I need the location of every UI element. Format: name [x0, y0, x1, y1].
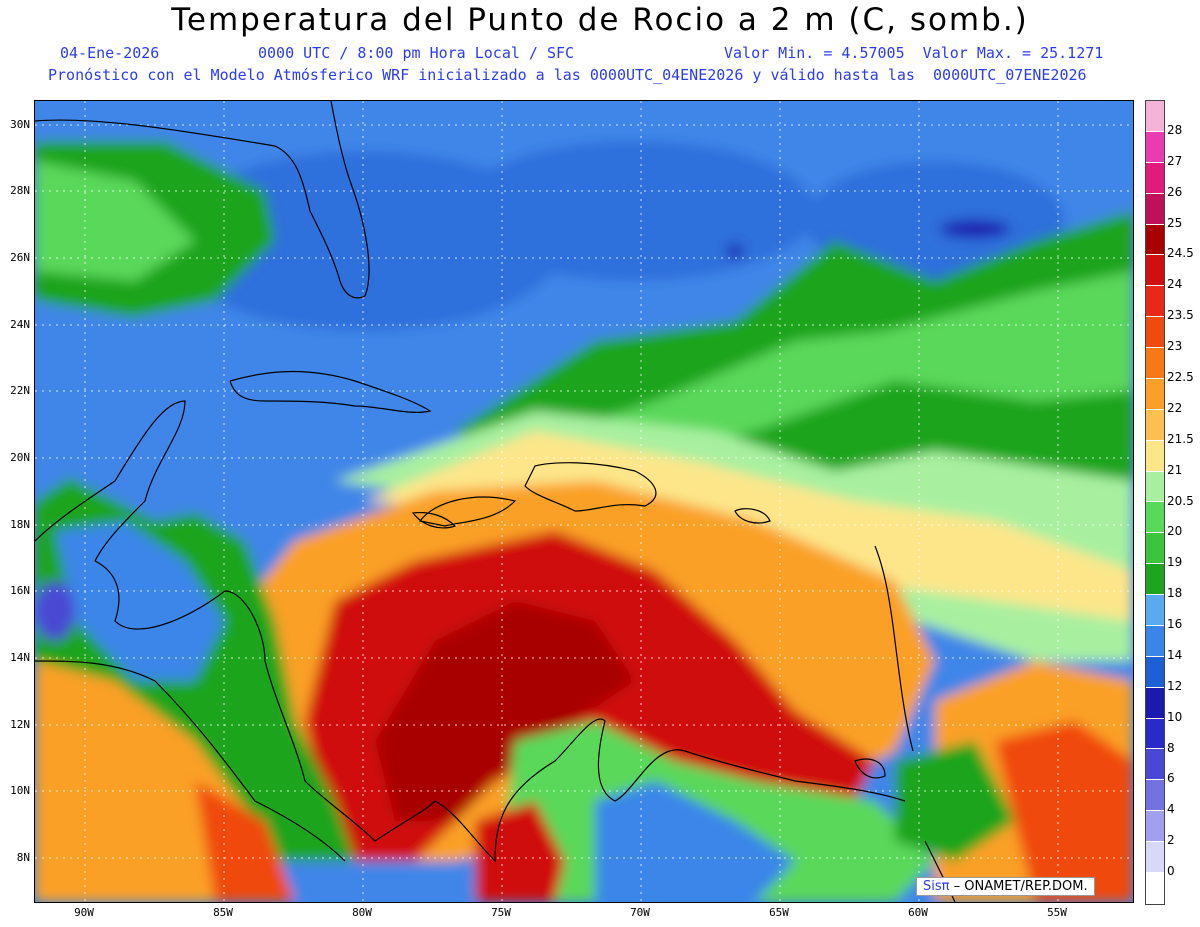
model-info: Pronóstico con el Modelo Atmósferico WRF… [48, 66, 1087, 84]
legend-swatch [1146, 131, 1164, 163]
legend-swatch [1146, 656, 1164, 688]
legend-swatch [1146, 378, 1164, 410]
legend-swatch [1146, 687, 1164, 719]
credit-brand: Sisπ [923, 879, 950, 894]
legend-swatch [1146, 564, 1164, 595]
legend-level-label: 0 [1167, 864, 1175, 879]
legend-level-label: 22 [1167, 400, 1183, 415]
color-legend [1145, 100, 1165, 905]
lon-tick-label: 90W [74, 906, 94, 919]
legend-swatch [1146, 749, 1164, 781]
lon-tick-label: 85W [213, 906, 233, 919]
lon-tick-label: 70W [630, 906, 650, 919]
legend-level-label: 12 [1167, 678, 1183, 693]
legend-swatch [1146, 193, 1164, 225]
lon-tick-label: 60W [908, 906, 928, 919]
legend-level-label: 24.5 [1167, 246, 1194, 261]
legend-swatch [1146, 471, 1164, 503]
lat-tick-label: 16N [10, 584, 30, 597]
legend-swatch [1146, 255, 1164, 287]
legend-swatch [1146, 101, 1164, 132]
min-max-values: Valor Min. = 4.57005 Valor Max. = 25.127… [724, 44, 1104, 62]
legend-swatch [1146, 811, 1164, 842]
legend-level-label: 22.5 [1167, 369, 1194, 384]
legend-swatch [1146, 317, 1164, 348]
legend-level-label: 6 [1167, 771, 1175, 786]
lat-tick-label: 18N [10, 518, 30, 531]
legend-level-label: 27 [1167, 153, 1183, 168]
dewpoint-map [34, 100, 1134, 903]
legend-swatch [1146, 780, 1164, 812]
legend-level-label: 25 [1167, 215, 1183, 230]
lat-tick-label: 26N [10, 251, 30, 264]
legend-level-label: 20.5 [1167, 493, 1194, 508]
lat-tick-label: 10N [10, 784, 30, 797]
legend-level-label: 21 [1167, 462, 1183, 477]
legend-swatch [1146, 286, 1164, 318]
lon-tick-label: 75W [491, 906, 511, 919]
legend-level-label: 8 [1167, 740, 1175, 755]
legend-level-label: 16 [1167, 617, 1183, 632]
lat-tick-label: 30N [10, 118, 30, 131]
forecast-date: 04-Ene-2026 [60, 44, 160, 62]
lon-tick-label: 55W [1047, 906, 1067, 919]
legend-swatch [1146, 162, 1164, 194]
lat-tick-label: 22N [10, 384, 30, 397]
legend-level-label: 26 [1167, 184, 1183, 199]
legend-level-label: 10 [1167, 709, 1183, 724]
dewpoint-fill [35, 101, 1133, 902]
legend-level-label: 14 [1167, 647, 1183, 662]
forecast-time: 0000 UTC / 8:00 pm Hora Local / SFC [258, 44, 575, 62]
legend-level-label: 21.5 [1167, 431, 1194, 446]
map-title: Temperatura del Punto de Rocio a 2 m (C,… [171, 2, 1029, 38]
legend-swatch [1146, 224, 1164, 256]
lat-tick-label: 8N [16, 851, 30, 864]
legend-swatch [1146, 595, 1164, 626]
legend-swatch [1146, 842, 1164, 873]
legend-level-label: 4 [1167, 802, 1175, 817]
legend-swatch [1146, 625, 1164, 657]
legend-level-label: 18 [1167, 586, 1183, 601]
lon-tick-label: 65W [769, 906, 789, 919]
legend-swatch [1146, 533, 1164, 565]
legend-swatch [1146, 872, 1164, 904]
legend-swatch [1146, 348, 1164, 379]
legend-level-label: 24 [1167, 277, 1183, 292]
legend-level-label: 28 [1167, 122, 1183, 137]
legend-swatch [1146, 409, 1164, 441]
lat-tick-label: 14N [10, 651, 30, 664]
credit-label: Sisπ – ONAMET/REP.DOM. [916, 877, 1095, 896]
lat-tick-label: 12N [10, 718, 30, 731]
lat-tick-label: 20N [10, 451, 30, 464]
legend-swatch [1146, 718, 1164, 750]
lon-tick-label: 80W [352, 906, 372, 919]
legend-level-label: 23 [1167, 339, 1183, 354]
credit-text: – ONAMET/REP.DOM. [949, 879, 1088, 894]
legend-level-label: 20 [1167, 524, 1183, 539]
lat-tick-label: 24N [10, 318, 30, 331]
legend-level-label: 19 [1167, 555, 1183, 570]
lat-tick-label: 28N [10, 184, 30, 197]
coastlines [35, 101, 956, 902]
legend-level-label: 2 [1167, 833, 1175, 848]
legend-level-label: 23.5 [1167, 308, 1194, 323]
legend-swatch [1146, 502, 1164, 534]
legend-swatch [1146, 440, 1164, 472]
